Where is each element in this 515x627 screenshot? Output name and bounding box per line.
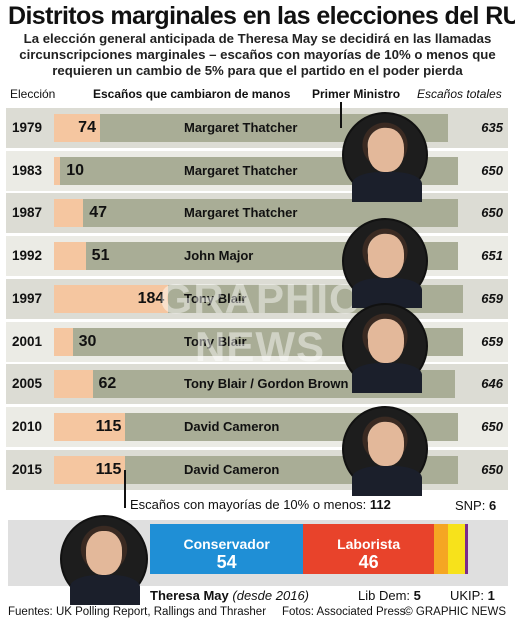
snp-label: SNP: 6	[455, 498, 497, 513]
seats-changed-value: 74	[78, 119, 96, 136]
seats-changed-bar	[54, 412, 126, 441]
party-segment-lib-dem	[433, 524, 449, 574]
party-segment-conservador: Conservador 54	[150, 524, 304, 574]
prime-minister-name: Margaret Thatcher	[184, 205, 298, 221]
seats-changed-value: 62	[98, 375, 117, 393]
thatcher-photo	[342, 112, 428, 202]
total-seats-value: 659	[481, 290, 503, 306]
seats-changed-bar	[54, 455, 126, 484]
seats-changed-bar	[54, 284, 169, 313]
may-photo	[60, 515, 148, 605]
total-seats-value: 659	[481, 333, 503, 349]
total-seats-value: 646	[481, 376, 503, 392]
prime-minister-name: Tony Blair / Gordon Brown	[184, 376, 349, 392]
total-seats-value: 650	[481, 461, 503, 477]
prime-minister-name: David Cameron	[184, 418, 280, 434]
cameron-photo	[342, 406, 428, 496]
year-label: 1992	[12, 248, 43, 264]
year-label: 2015	[12, 461, 43, 477]
may-label: Theresa May (desde 2016)	[150, 588, 310, 603]
party-name: Conservador	[183, 536, 270, 552]
seats-changed-value: 115	[95, 417, 122, 435]
libdem-label: Lib Dem: 5	[358, 588, 421, 603]
year-label: 2001	[12, 333, 43, 349]
header-year: Elección	[10, 87, 56, 101]
party-segment-ukip	[465, 524, 468, 574]
year-label: 1983	[12, 162, 43, 178]
footer: Fuentes: UK Polling Report, Rallings and…	[8, 606, 508, 618]
footer-photos: Fotos: Associated Press	[282, 606, 406, 618]
seats-changed-bar	[54, 199, 84, 228]
seats-changed-bar	[54, 114, 100, 142]
total-seats-value: 650	[481, 205, 503, 221]
seats-pointer-line	[124, 470, 126, 508]
year-label: 1987	[12, 205, 43, 221]
prime-minister-name: John Major	[184, 248, 254, 264]
blair-photo	[342, 303, 428, 393]
pm-pointer-line	[340, 102, 342, 128]
page-subtitle: La elección general anticipada de Theres…	[19, 31, 496, 78]
year-label: 1997	[12, 290, 43, 306]
seats-changed-bar	[54, 327, 73, 356]
prime-minister-name: David Cameron	[184, 461, 280, 477]
prime-minister-name: Margaret Thatcher	[184, 120, 298, 135]
seats-changed-value: 30	[78, 332, 97, 350]
page-title: Distritos marginales en las elecciones d…	[8, 2, 515, 30]
total-seats-value: 635	[481, 120, 503, 135]
total-seats-value: 650	[481, 418, 503, 434]
prime-minister-name: Margaret Thatcher	[184, 162, 298, 178]
party-name: Laborista	[337, 536, 401, 552]
header-seats-changed: Escaños que cambiaron de manos	[93, 87, 291, 101]
total-seats-value: 650	[481, 162, 503, 178]
seats-changed-value: 10	[66, 161, 84, 179]
marginal-label: Escaños con mayorías de 10% o menos: 112	[130, 497, 391, 512]
year-label: 2005	[12, 376, 43, 392]
prime-minister-name: Tony Blair	[184, 290, 247, 306]
party-segment-laborista: Laborista 46	[303, 524, 434, 574]
major-photo	[342, 218, 428, 308]
seats-changed-value: 184	[137, 289, 165, 307]
year-label: 1979	[12, 120, 43, 135]
footer-sources: Fuentes: UK Polling Report, Rallings and…	[8, 606, 267, 618]
seats-changed-bar	[54, 370, 93, 399]
year-label: 2010	[12, 418, 43, 434]
seats-changed-value: 115	[95, 460, 122, 478]
footer-copyright: © GRAPHIC NEWS	[404, 606, 506, 618]
header-total-seats: Escaños totales	[417, 87, 502, 101]
party-value: 54	[216, 552, 237, 572]
seats-changed-value: 47	[89, 204, 107, 222]
header-prime-minister: Primer Ministro	[312, 87, 401, 101]
party-segment-snp	[448, 524, 466, 574]
seats-changed-value: 51	[91, 247, 110, 265]
watermark: GRAPHIC NEWS	[159, 275, 361, 370]
prime-minister-name: Tony Blair	[184, 333, 247, 349]
ukip-label: UKIP: 1	[450, 588, 495, 603]
seats-changed-bar	[54, 156, 61, 185]
total-seats-value: 651	[481, 248, 503, 264]
seats-changed-bar	[54, 242, 86, 271]
party-value: 46	[358, 552, 379, 572]
